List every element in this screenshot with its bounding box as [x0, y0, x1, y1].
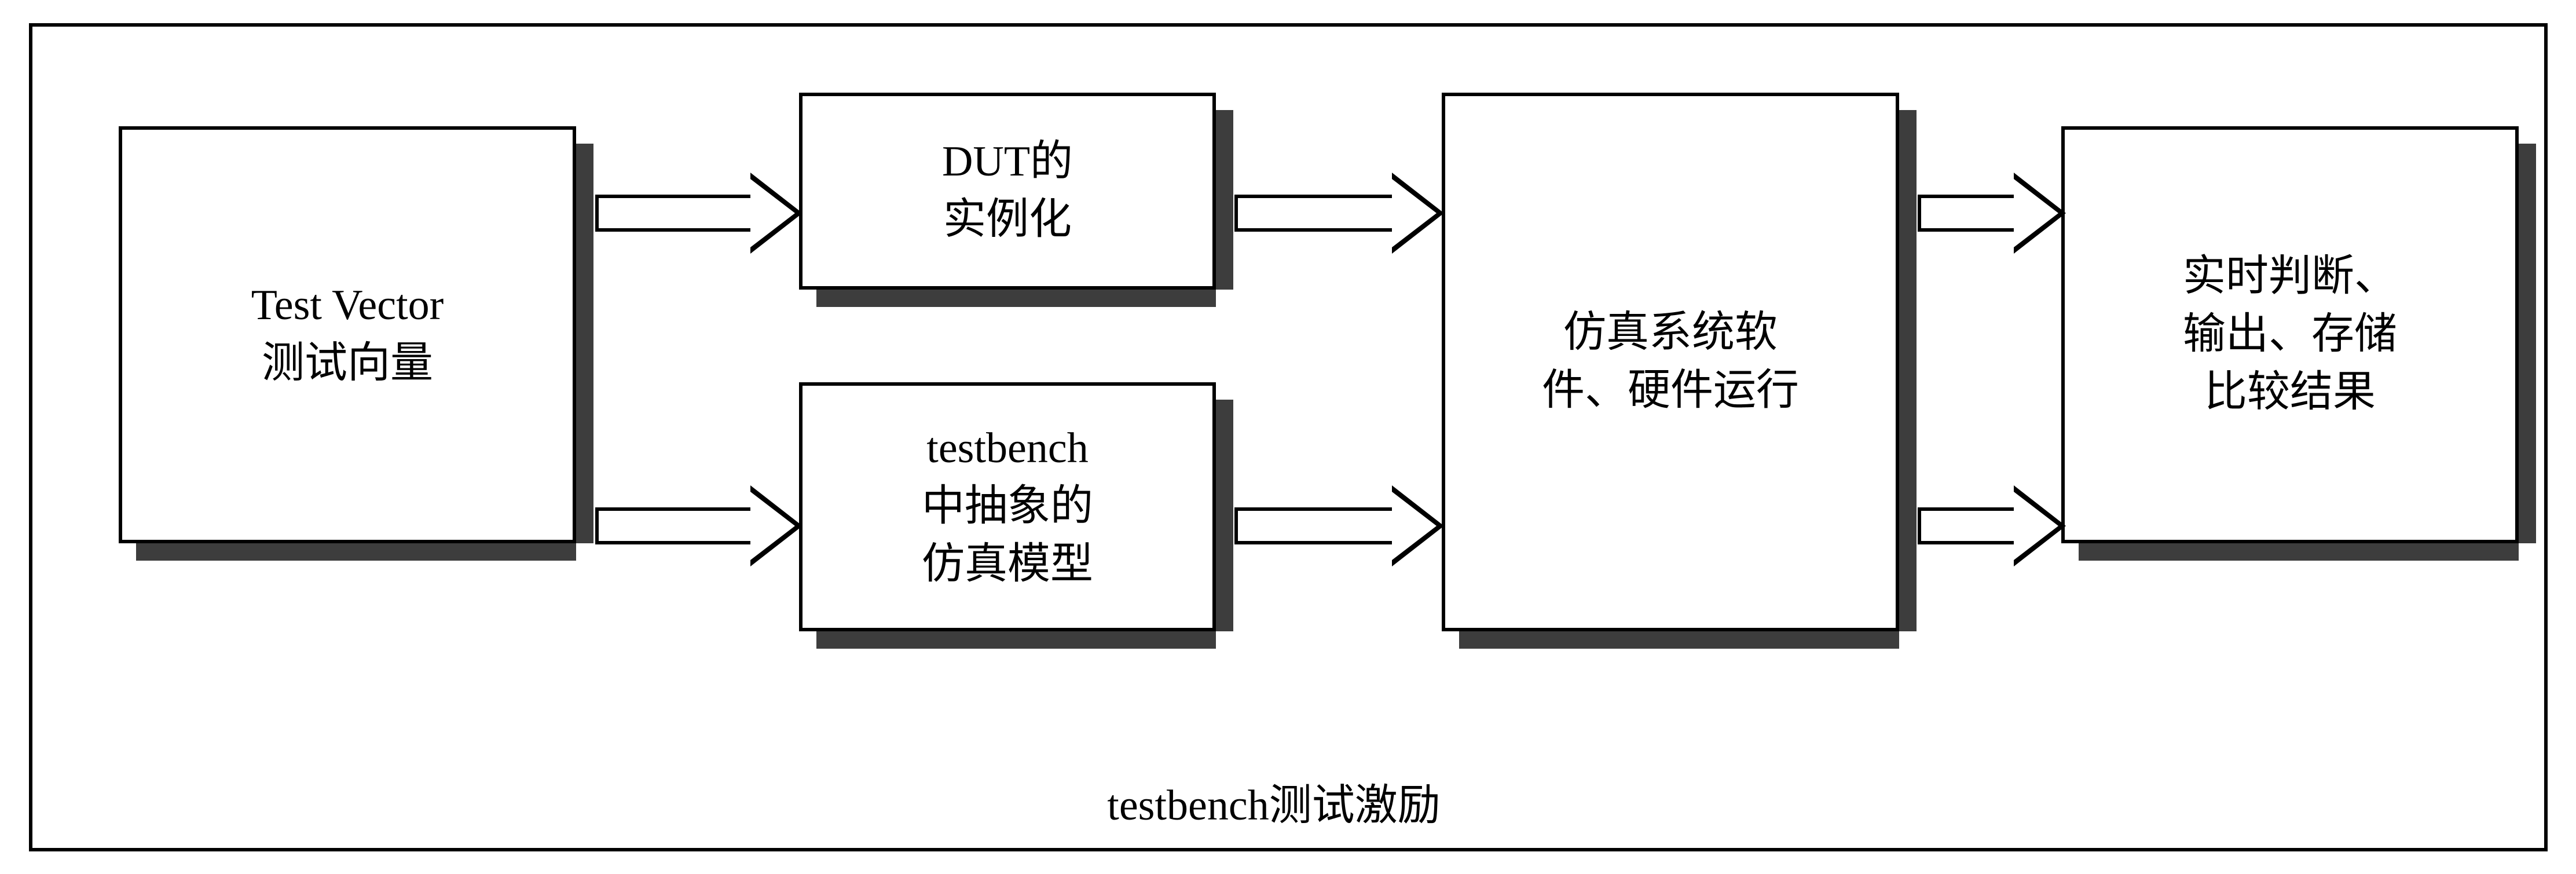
box-result: 实时判断、 输出、存储 比较结果	[2061, 126, 2519, 543]
box-line: DUT的	[942, 133, 1073, 191]
box-dut: DUT的 实例化	[799, 93, 1216, 290]
diagram-caption: testbench测试激励	[984, 770, 1563, 832]
box-line: 比较结果	[2204, 364, 2376, 422]
box-sim: 仿真系统软 件、硬件运行	[1442, 93, 1899, 631]
box-line: 件、硬件运行	[1542, 362, 1799, 420]
arrow	[1234, 485, 1444, 566]
caption-text: testbench测试激励	[1107, 782, 1440, 829]
box-line: 实例化	[943, 191, 1072, 249]
box-line: 测试向量	[262, 335, 433, 393]
arrow	[1918, 485, 2066, 566]
box-tb-model: testbench 中抽象的 仿真模型	[799, 382, 1216, 631]
box-line: testbench	[926, 420, 1088, 478]
box-line: 中抽象的	[922, 478, 1093, 536]
arrow	[1234, 173, 1444, 254]
arrow	[1918, 173, 2066, 254]
arrow	[595, 173, 803, 254]
box-line: 输出、存储	[2183, 306, 2397, 364]
box-line: 仿真模型	[922, 536, 1093, 594]
box-test-vector: Test Vector 测试向量	[119, 126, 576, 543]
box-line: Test Vector	[251, 277, 444, 335]
box-line: 实时判断、	[2183, 248, 2397, 306]
arrow	[595, 485, 803, 566]
box-line: 仿真系统软	[1563, 304, 1778, 362]
